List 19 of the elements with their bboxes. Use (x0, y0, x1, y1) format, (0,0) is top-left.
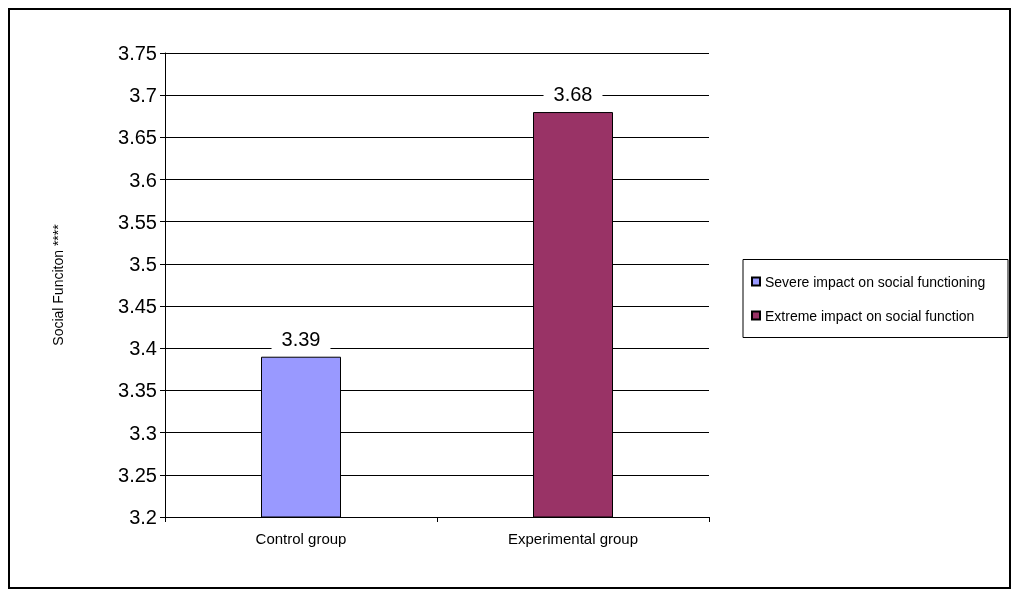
y-tick-label: 3.2 (129, 506, 157, 528)
y-tick-label: 3.3 (129, 421, 157, 444)
x-tick-label: Experimental group (507, 530, 639, 547)
y-tick-label: 3.4 (129, 337, 157, 360)
y-tick-label: 3.75 (118, 42, 157, 64)
y-tick-label: 3.65 (118, 126, 157, 149)
y-tick-label: 3.25 (118, 463, 157, 486)
data-label: 3.39 (281, 327, 321, 350)
y-tick-label: 3.35 (118, 379, 157, 402)
legend-label: Severe impact on social functioning (765, 273, 986, 290)
x-tick-label: Control group (255, 530, 347, 547)
legend-label: Extreme impact on social function (765, 307, 975, 324)
y-tick-label: 3.5 (129, 252, 157, 275)
y-tick-label: 3.7 (129, 84, 157, 107)
y-tick-label: 3.6 (129, 168, 157, 191)
y-tick-label: 3.55 (118, 210, 157, 233)
y-axis-title: Social Funciton **** (50, 223, 66, 346)
data-label: 3.68 (553, 83, 593, 106)
y-tick-label: 3.45 (118, 295, 157, 318)
